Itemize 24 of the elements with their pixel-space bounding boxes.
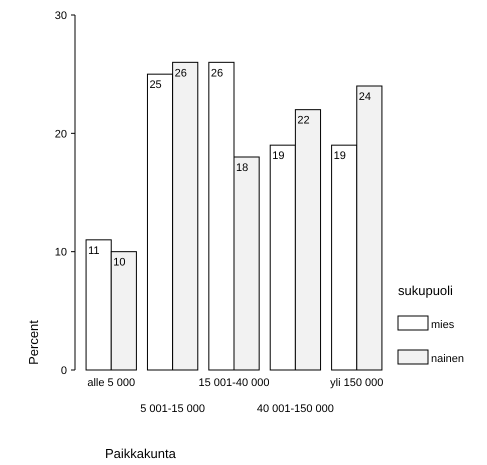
- data-label: 10: [113, 256, 126, 269]
- x-tick-label: alle 5 000: [87, 377, 136, 389]
- y-tick-label: 30: [54, 10, 67, 22]
- y-axis-title: Percent: [26, 320, 41, 365]
- legend-label: mies: [431, 319, 455, 331]
- x-tick-label: 15 001-40 000: [198, 377, 270, 389]
- x-tick-label: 5 001-15 000: [140, 403, 206, 415]
- y-tick-label: 0: [60, 365, 67, 377]
- data-label: 19: [272, 150, 284, 162]
- y-tick-label: 20: [54, 128, 67, 140]
- x-axis-title: Paikkakunta: [105, 446, 177, 461]
- data-label: 18: [236, 162, 248, 174]
- data-label: 25: [149, 79, 162, 92]
- data-label: 24: [358, 91, 372, 103]
- legend-label: nainen: [431, 353, 464, 365]
- legend-title: sukupuoli: [398, 283, 454, 298]
- data-label: 22: [297, 114, 310, 127]
- x-tick-label: yli 150 000: [330, 377, 384, 389]
- data-label: 19: [334, 150, 346, 162]
- data-label: 11: [88, 244, 100, 257]
- data-label: 26: [210, 67, 224, 80]
- x-tick-label: 40 001-150 000: [256, 403, 334, 415]
- y-tick-label: 10: [54, 246, 67, 259]
- data-label: 26: [174, 67, 187, 80]
